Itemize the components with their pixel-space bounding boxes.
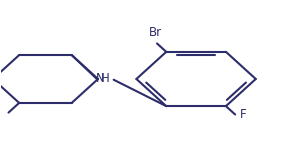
Text: N: N (96, 72, 104, 85)
Text: Br: Br (149, 26, 162, 39)
Text: H: H (101, 72, 110, 85)
Text: F: F (239, 108, 246, 121)
